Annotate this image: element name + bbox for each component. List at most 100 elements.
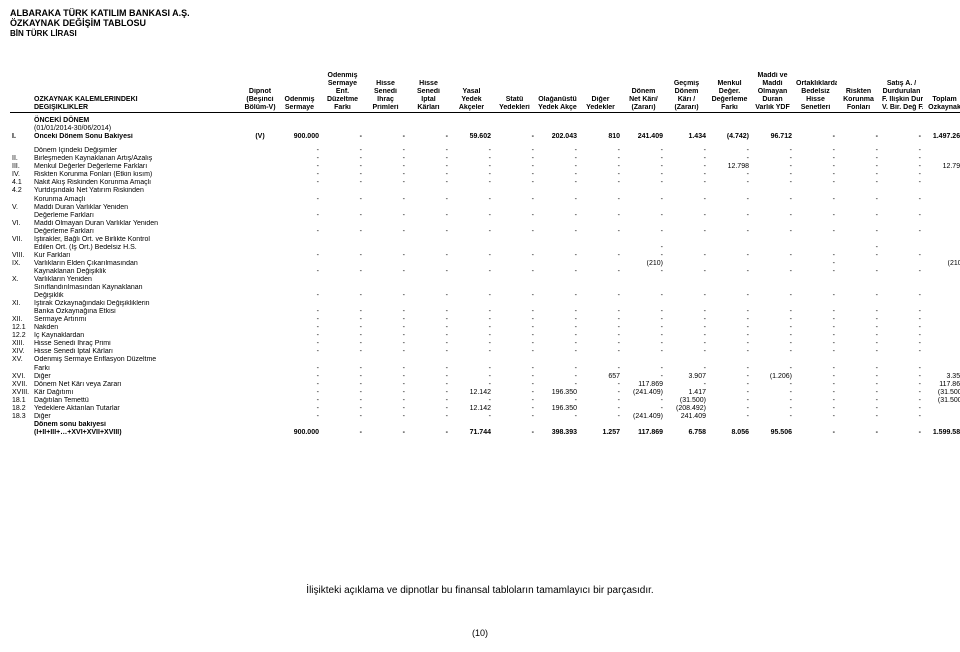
cell <box>450 244 493 252</box>
cell: - <box>665 212 708 220</box>
cell: - <box>493 268 536 276</box>
row-label: Yurtdışındaki Net Yatırım Riskinden <box>32 187 242 195</box>
cell <box>450 220 493 228</box>
row-label: Menkul Değerler Değerleme Farkları <box>32 163 242 171</box>
cell <box>536 260 579 268</box>
cell <box>751 236 794 244</box>
cell: - <box>579 365 622 373</box>
cell <box>751 220 794 228</box>
cell <box>407 421 450 429</box>
cell: - <box>794 429 837 437</box>
cell <box>579 220 622 228</box>
cell: - <box>923 244 960 252</box>
cell: - <box>923 147 960 155</box>
cell <box>708 421 751 429</box>
cell: - <box>493 196 536 204</box>
cell: - <box>708 252 751 260</box>
cell: - <box>493 147 536 155</box>
row-note <box>242 332 278 340</box>
cell: - <box>622 308 665 316</box>
cell <box>665 244 708 252</box>
cell: - <box>364 413 407 421</box>
cell: - <box>880 212 923 220</box>
cell: - <box>493 332 536 340</box>
table-row: XI.İştirak Özkaynağındaki Değişiklikleri… <box>10 300 960 308</box>
row-index <box>10 268 32 276</box>
cell <box>708 260 751 268</box>
cell: - <box>708 381 751 389</box>
cell: - <box>536 155 579 163</box>
cell <box>923 236 960 244</box>
cell: - <box>751 196 794 204</box>
cell: - <box>622 340 665 348</box>
cell: 1.434 <box>665 133 708 141</box>
cell <box>622 356 665 364</box>
cell: - <box>880 373 923 381</box>
cell <box>751 260 794 268</box>
cell: - <box>751 308 794 316</box>
cell: - <box>321 389 364 397</box>
cell: - <box>751 212 794 220</box>
cell: - <box>665 147 708 155</box>
cell <box>880 284 923 292</box>
cell <box>278 187 321 195</box>
cell: - <box>321 340 364 348</box>
row-index: 4.1 <box>10 179 32 187</box>
cell <box>665 204 708 212</box>
cell: - <box>536 348 579 356</box>
cell: (210) <box>622 260 665 268</box>
row-label: Yedeklere Aktarılan Tutarlar <box>32 405 242 413</box>
cell: - <box>493 155 536 163</box>
cell: - <box>751 389 794 397</box>
table-row: 12.2İç Kaynaklardan---------------- <box>10 332 960 340</box>
cell <box>450 204 493 212</box>
cell <box>665 220 708 228</box>
cell: (31.500) <box>923 397 960 405</box>
row-label: Dönem İçindeki Değişimler <box>32 147 242 155</box>
cell: 810 <box>579 133 622 141</box>
cell: - <box>278 316 321 324</box>
cell: - <box>880 348 923 356</box>
cell: - <box>407 268 450 276</box>
cell: - <box>923 268 960 276</box>
cell: - <box>450 381 493 389</box>
cell: 12.142 <box>450 389 493 397</box>
cell: - <box>579 324 622 332</box>
cell: - <box>536 268 579 276</box>
row-index: 12.2 <box>10 332 32 340</box>
row-index: IX. <box>10 260 32 268</box>
cell: - <box>278 171 321 179</box>
cell <box>536 284 579 292</box>
cell: - <box>321 268 364 276</box>
cell: - <box>880 429 923 437</box>
cell: - <box>450 348 493 356</box>
cell: 95.506 <box>751 429 794 437</box>
cell <box>493 421 536 429</box>
cell: - <box>278 373 321 381</box>
cell: - <box>665 324 708 332</box>
row-label: Değerleme Farkları <box>32 212 242 220</box>
cell: - <box>278 292 321 300</box>
cell: - <box>364 228 407 236</box>
cell: - <box>321 308 364 316</box>
cell: - <box>407 389 450 397</box>
cell <box>321 276 364 284</box>
cell: - <box>622 179 665 187</box>
cell: - <box>665 179 708 187</box>
cell <box>364 187 407 195</box>
cell: - <box>665 381 708 389</box>
cell: - <box>579 292 622 300</box>
cell: - <box>450 413 493 421</box>
cell: - <box>579 332 622 340</box>
cell: - <box>278 147 321 155</box>
cell <box>536 244 579 252</box>
cell: - <box>622 405 665 413</box>
cell <box>708 300 751 308</box>
cell: - <box>708 196 751 204</box>
cell: - <box>708 308 751 316</box>
cell: 6.758 <box>665 429 708 437</box>
colhead-row5: DEĞİŞİKLİKLER Bölüm-V) Sermaye Farkı Pri… <box>10 104 960 113</box>
cell: - <box>321 252 364 260</box>
cell: - <box>837 373 880 381</box>
cell: - <box>708 268 751 276</box>
